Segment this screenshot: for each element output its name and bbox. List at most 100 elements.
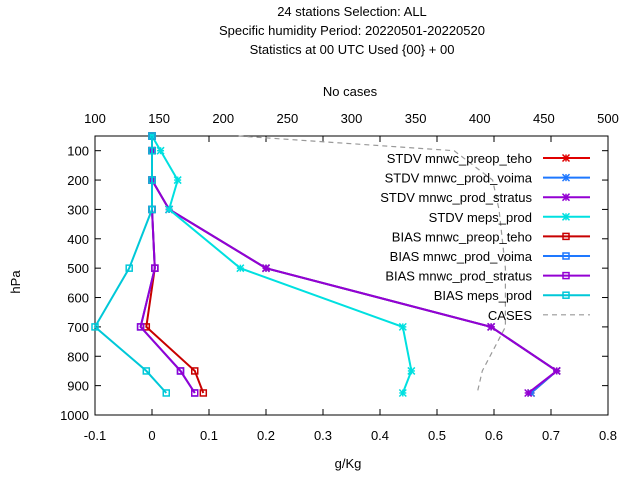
legend-item: STDV meps_prod	[429, 210, 590, 225]
y-tick-label: 100	[67, 144, 89, 159]
title-line: 24 stations Selection: ALL	[277, 4, 427, 19]
series-line	[151, 135, 413, 394]
x2-tick-label: 400	[469, 111, 491, 126]
data-point	[162, 389, 170, 397]
data-point	[561, 153, 571, 163]
legend-item: CASES	[488, 308, 590, 323]
data-point	[524, 388, 533, 398]
legend-item: STDV mnwc_preop_teho	[387, 151, 590, 166]
data-point	[148, 132, 156, 140]
legend-item: BIAS mnwc_preop_teho	[392, 229, 590, 244]
y-tick-label: 400	[67, 232, 89, 247]
x2-tick-label: 350	[405, 111, 427, 126]
y-tick-label: 800	[67, 349, 89, 364]
data-point	[236, 264, 245, 273]
x2-tick-label: 450	[533, 111, 555, 126]
data-point	[136, 323, 145, 331]
x-tick-label: -0.1	[84, 428, 106, 443]
data-point	[176, 367, 185, 375]
legend-label: BIAS mnwc_preop_teho	[392, 229, 532, 244]
x2-tick-label: 200	[212, 111, 234, 126]
data-point	[398, 322, 407, 331]
data-point	[407, 366, 416, 375]
legend-item: BIAS mnwc_prod_voima	[390, 249, 590, 264]
y-tick-label: 1000	[60, 408, 89, 423]
data-point	[165, 205, 174, 214]
x-tick-label: 0.3	[314, 428, 332, 443]
legend: STDV mnwc_preop_teho STDV mnwc_prod_voima…	[380, 151, 590, 323]
data-point	[562, 252, 570, 260]
data-point	[151, 264, 159, 272]
legend-label: STDV mnwc_preop_teho	[387, 151, 532, 166]
x-axis-label: g/Kg	[335, 456, 362, 471]
y-axis-label: hPa	[8, 270, 23, 294]
legend-label: STDV mnwc_prod_stratus	[380, 190, 532, 205]
data-point	[91, 323, 99, 331]
x-tick-label: 0.7	[542, 428, 560, 443]
y-axis: 100 200 300 400 500 600 700 800 900 1000	[60, 144, 608, 423]
y-tick-label: 700	[67, 320, 89, 335]
series-line	[93, 136, 168, 394]
data-point	[261, 264, 271, 273]
data-point	[199, 389, 208, 397]
legend-label: STDV mnwc_prod_voima	[385, 171, 533, 186]
x2-tick-label: 250	[277, 111, 299, 126]
x-tick-label: 0.2	[257, 428, 275, 443]
series-line	[238, 135, 506, 394]
data-point	[561, 173, 571, 182]
legend-label: BIAS mnwc_prod_stratus	[385, 269, 532, 284]
legend-label: CASES	[488, 308, 532, 323]
series-line	[139, 136, 196, 394]
data-point	[148, 205, 156, 214]
x-tick-label: 0.8	[599, 428, 617, 443]
y-tick-label: 300	[67, 202, 89, 217]
data-point	[562, 232, 570, 241]
x2-tick-label: 300	[341, 111, 363, 126]
data-point	[561, 212, 571, 221]
title-line: Specific humidity Period: 20220501-20220…	[219, 23, 485, 38]
legend-label: BIAS meps_prod	[434, 288, 532, 303]
data-point	[562, 271, 570, 280]
chart-title: 24 stations Selection: ALL Specific humid…	[219, 4, 485, 57]
data-point	[148, 146, 156, 155]
x-tick-label: 0.4	[371, 428, 389, 443]
data-point	[148, 176, 156, 184]
x-tick-label: 0.6	[485, 428, 503, 443]
y-tick-label: 600	[67, 291, 89, 306]
title-line: Statistics at 00 UTC Used {00} + 00	[250, 42, 455, 57]
series	[91, 132, 170, 397]
legend-item: STDV mnwc_prod_voima	[385, 171, 590, 186]
data-point	[561, 193, 571, 202]
x2-axis: 100 150 200 250 300 350 400 450 500	[84, 111, 619, 126]
y-tick-label: 200	[67, 173, 89, 188]
legend-item: STDV mnwc_prod_stratus	[380, 190, 590, 205]
plot-frame	[94, 135, 609, 416]
x-tick-label: 0.1	[200, 428, 218, 443]
x-axis: -0.1 0 0.1 0.2 0.3 0.4 0.5 0.6 0.7 0.8	[84, 136, 617, 443]
y-tick-label: 500	[67, 261, 89, 276]
data-point	[552, 366, 561, 375]
series	[147, 131, 416, 398]
data-point	[487, 322, 496, 331]
legend-item: BIAS mnwc_prod_stratus	[385, 269, 590, 284]
series-group	[91, 131, 561, 398]
data-point	[191, 367, 199, 375]
data-point	[398, 388, 407, 398]
series	[238, 135, 506, 394]
series-line	[139, 136, 196, 394]
data-point	[142, 367, 151, 375]
x-tick-label: 0.5	[428, 428, 446, 443]
data-point	[173, 176, 182, 185]
plot-border	[94, 135, 609, 416]
data-point	[191, 389, 199, 397]
x2-axis-label: No cases	[323, 84, 378, 99]
legend-label: BIAS mnwc_prod_voima	[390, 249, 533, 264]
data-point	[156, 146, 165, 155]
data-point	[562, 291, 570, 299]
x2-tick-label: 100	[84, 111, 106, 126]
data-point	[125, 264, 133, 272]
legend-label: STDV meps_prod	[429, 210, 532, 225]
x-tick-label: 0	[148, 428, 155, 443]
legend-item: BIAS meps_prod	[434, 288, 590, 303]
